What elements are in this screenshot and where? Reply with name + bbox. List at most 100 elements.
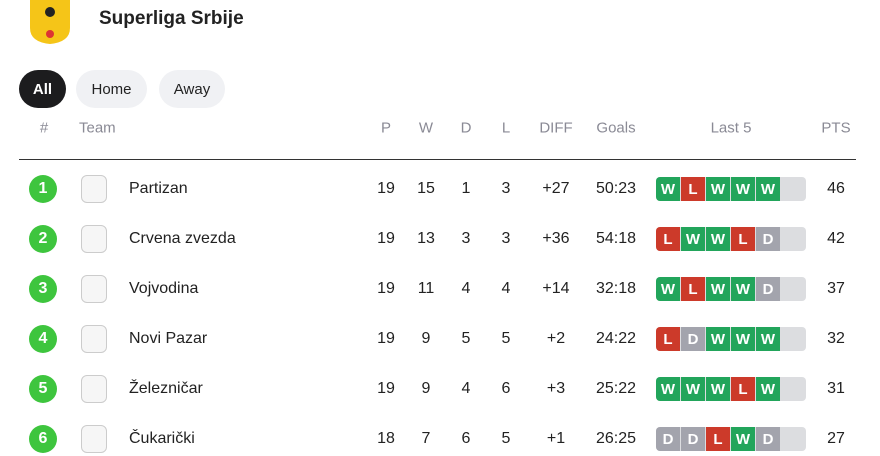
stat-l: 3	[501, 230, 511, 247]
header-divider	[19, 159, 856, 160]
result-badge: W	[756, 327, 780, 351]
stat-l: 4	[501, 280, 511, 297]
stat-w: 13	[417, 230, 435, 247]
stat-p: 19	[377, 280, 395, 297]
team-logo	[81, 425, 107, 453]
team-name[interactable]: Vojvodina	[129, 280, 199, 297]
result-badge: W	[656, 277, 680, 301]
result-badge: W	[731, 327, 755, 351]
rank-badge: 5	[29, 375, 57, 403]
stat-d: 4	[461, 280, 471, 297]
stat-p: 18	[377, 430, 395, 447]
stat-diff: +3	[546, 380, 566, 397]
team-name[interactable]: Crvena zvezda	[129, 230, 236, 247]
points: 32	[827, 330, 845, 347]
stat-diff: +2	[546, 330, 566, 347]
result-badge: D	[681, 427, 705, 451]
stat-diff: +36	[542, 230, 570, 247]
team-name[interactable]: Novi Pazar	[129, 330, 208, 347]
result-badge: L	[656, 227, 680, 251]
stat-d: 6	[461, 430, 471, 447]
stat-w: 9	[421, 380, 431, 397]
column-header: Team	[79, 119, 116, 137]
column-header: P	[380, 119, 392, 137]
result-badge: W	[706, 227, 730, 251]
stat-goals: 26:25	[595, 430, 637, 447]
result-badge: W	[706, 327, 730, 351]
stat-p: 19	[377, 330, 395, 347]
result-badge: W	[731, 277, 755, 301]
stat-goals: 25:22	[595, 380, 637, 397]
filter-tab[interactable]: Home	[76, 70, 147, 108]
stat-d: 1	[461, 180, 471, 197]
result-badge: L	[731, 377, 755, 401]
stat-d: 5	[461, 330, 471, 347]
result-badge: L	[656, 327, 680, 351]
stat-l: 5	[501, 430, 511, 447]
result-badge: L	[681, 277, 705, 301]
column-header: D	[460, 119, 472, 137]
column-header: W	[418, 119, 434, 137]
team-name[interactable]: Čukarički	[129, 430, 195, 447]
column-header: L	[501, 119, 511, 137]
stat-l: 3	[501, 180, 511, 197]
rank-badge: 1	[29, 175, 57, 203]
team-logo	[81, 275, 107, 303]
result-badge: W	[706, 277, 730, 301]
team-name[interactable]: Partizan	[129, 180, 188, 197]
stat-p: 19	[377, 180, 395, 197]
stat-goals: 54:18	[595, 230, 637, 247]
result-badge: W	[681, 377, 705, 401]
league-title: Superliga Srbije	[99, 8, 244, 29]
rank-badge: 2	[29, 225, 57, 253]
stat-diff: +27	[542, 180, 570, 197]
stat-diff: +1	[546, 430, 566, 447]
result-badge: W	[731, 427, 755, 451]
stat-p: 19	[377, 230, 395, 247]
stat-w: 11	[417, 280, 435, 297]
team-name[interactable]: Železničar	[129, 380, 203, 397]
column-header: Goals	[596, 119, 636, 137]
result-badge: W	[681, 227, 705, 251]
result-badge: W	[656, 377, 680, 401]
rank-badge: 4	[29, 325, 57, 353]
result-badge: W	[656, 177, 680, 201]
column-header: Last 5	[710, 119, 752, 137]
team-logo	[81, 175, 107, 203]
filter-tab[interactable]: Away	[159, 70, 225, 108]
stat-w: 9	[421, 330, 431, 347]
stat-d: 4	[461, 380, 471, 397]
points: 27	[827, 430, 845, 447]
column-header: #	[39, 119, 49, 137]
result-badge: W	[731, 177, 755, 201]
stat-goals: 50:23	[595, 180, 637, 197]
stat-l: 6	[501, 380, 511, 397]
result-badge: W	[706, 377, 730, 401]
stat-goals: 24:22	[595, 330, 637, 347]
points: 37	[827, 280, 845, 297]
points: 46	[827, 180, 845, 197]
result-badge: D	[656, 427, 680, 451]
filter-tab[interactable]: All	[19, 70, 66, 108]
team-logo	[81, 225, 107, 253]
stat-l: 5	[501, 330, 511, 347]
result-badge: D	[756, 427, 780, 451]
league-logo	[30, 0, 70, 44]
team-logo	[81, 375, 107, 403]
result-badge: W	[756, 377, 780, 401]
column-header: DIFF	[539, 119, 573, 137]
points: 31	[827, 380, 845, 397]
stat-w: 7	[421, 430, 431, 447]
result-badge: D	[756, 227, 780, 251]
points: 42	[827, 230, 845, 247]
stat-p: 19	[377, 380, 395, 397]
result-badge: W	[756, 177, 780, 201]
stat-diff: +14	[542, 280, 570, 297]
